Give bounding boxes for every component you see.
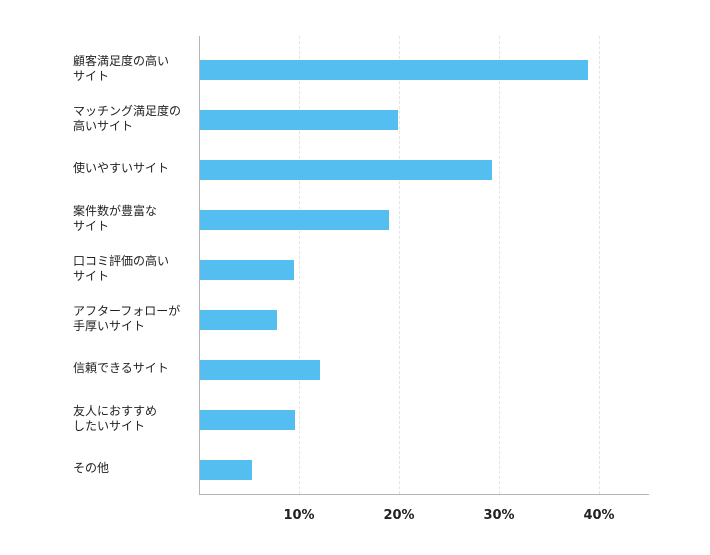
gridline-30 (499, 36, 500, 494)
x-axis-line (199, 494, 649, 495)
bar (200, 60, 588, 80)
category-label: 案件数が豊富な サイト (73, 204, 158, 233)
category-label: 口コミ評価の高い サイト (73, 254, 170, 283)
bar (200, 110, 398, 130)
bar (200, 310, 277, 330)
bar (200, 360, 320, 380)
y-axis-line (199, 36, 200, 495)
x-tick-label: 20% (383, 508, 415, 523)
bar (200, 260, 294, 280)
category-label: マッチング満足度の 高いサイト (73, 104, 182, 133)
x-tick-label: 10% (283, 508, 315, 523)
gridline-40 (599, 36, 600, 494)
bar (200, 160, 492, 180)
category-label: 友人におすすめ したいサイト (73, 404, 158, 433)
category-label: 使いやすいサイト (73, 161, 170, 175)
x-tick-label: 30% (483, 508, 515, 523)
category-label: 顧客満足度の高い サイト (73, 54, 170, 83)
gridline-10 (299, 36, 300, 494)
category-label: 信頼できるサイト (73, 361, 169, 375)
category-label: その他 (73, 461, 110, 475)
gridline-20 (399, 36, 400, 494)
x-tick-label: 40% (583, 508, 615, 523)
bar (200, 210, 389, 230)
category-label: アフターフォローが 手厚いサイト (73, 304, 181, 333)
bar (200, 460, 252, 480)
bar (200, 410, 295, 430)
